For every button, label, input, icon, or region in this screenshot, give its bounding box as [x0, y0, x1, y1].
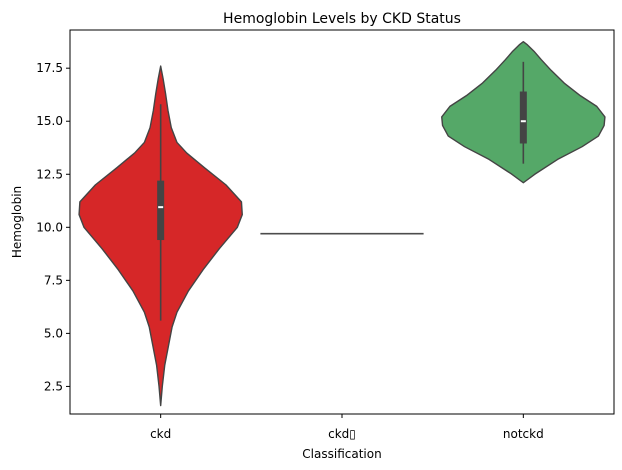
boxplot-layer	[157, 61, 527, 321]
x-tick-label: ckd	[150, 427, 171, 441]
y-axis-label: Hemoglobin	[10, 186, 24, 258]
y-tick-label: 5.0	[44, 326, 63, 340]
y-tick-label: 12.5	[36, 167, 63, 181]
x-axis-label: Classification	[302, 447, 381, 461]
y-tick-label: 10.0	[36, 220, 63, 234]
y-tick-label: 2.5	[44, 379, 63, 393]
chart-title: Hemoglobin Levels by CKD Status	[223, 11, 461, 27]
x-tick-label: notckd	[503, 427, 544, 441]
y-axis-ticks: 2.5 5.0 7.5 10.0 12.5 15.0 17.5	[36, 61, 70, 393]
x-tick-label: ckd▯	[328, 427, 356, 441]
y-tick-label: 7.5	[44, 273, 63, 287]
y-tick-label: 15.0	[36, 114, 63, 128]
iqr-box-0	[157, 180, 165, 241]
x-axis-ticks: ckd ckd▯ notckd	[150, 414, 544, 441]
y-tick-label: 17.5	[36, 61, 63, 75]
iqr-box-2	[519, 91, 527, 144]
